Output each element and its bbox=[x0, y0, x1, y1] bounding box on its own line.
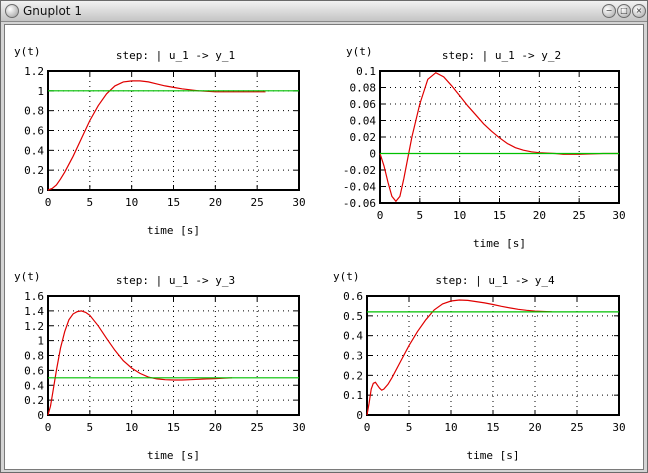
y-tick-label: 0.6 bbox=[343, 290, 363, 303]
x-tick-label: 0 bbox=[45, 196, 52, 209]
x-tick-label: 30 bbox=[292, 421, 305, 434]
x-tick-label: 20 bbox=[528, 421, 541, 434]
y-tick-label: 0.4 bbox=[343, 330, 363, 343]
y-tick-label: -0.02 bbox=[343, 164, 376, 177]
chart-title: step: | u_1 -> y_1 bbox=[116, 49, 235, 62]
chart-title: step: | u_1 -> y_4 bbox=[435, 274, 555, 287]
y-tick-label: 0.5 bbox=[343, 310, 363, 323]
window-menu-icon[interactable] bbox=[5, 4, 19, 18]
y-tick-label: -0.04 bbox=[343, 181, 376, 194]
y-tick-label: 0.6 bbox=[24, 364, 44, 377]
y-tick-label: 1.4 bbox=[24, 305, 44, 318]
y-tick-label: 0.4 bbox=[24, 144, 44, 157]
minimize-icon[interactable]: − bbox=[602, 4, 616, 18]
y-tick-label: 0.3 bbox=[343, 350, 363, 363]
x-tick-label: 0 bbox=[364, 421, 371, 434]
y-tick-label: 0.8 bbox=[24, 105, 44, 118]
chart-title: step: | u_1 -> y_2 bbox=[442, 49, 561, 62]
y-tick-label: 1.6 bbox=[24, 290, 44, 303]
x-tick-label: 0 bbox=[377, 209, 384, 222]
y-tick-label: 0.2 bbox=[24, 394, 44, 407]
y-tick-label: 0.1 bbox=[356, 65, 376, 78]
window-titlebar[interactable]: Gnuplot 1 − □ × bbox=[1, 1, 647, 22]
chart-title: step: | u_1 -> y_3 bbox=[116, 274, 235, 287]
y-tick-label: -0.06 bbox=[343, 197, 376, 210]
y-tick-label: 1 bbox=[37, 85, 44, 98]
x-tick-label: 20 bbox=[209, 196, 222, 209]
x-tick-label: 25 bbox=[251, 196, 264, 209]
response-line bbox=[366, 299, 552, 416]
x-tick-label: 10 bbox=[453, 209, 466, 222]
x-axis-label: time [s] bbox=[147, 449, 200, 462]
y-axis-label: y(t) bbox=[333, 270, 360, 283]
x-tick-label: 25 bbox=[573, 209, 586, 222]
y-tick-label: 0.04 bbox=[350, 115, 377, 128]
x-tick-label: 30 bbox=[612, 209, 625, 222]
chart-2: 0 5 10 15 20 25 30 -0.06 -0.04 -0.02 0 0.02 0.04 0.06… bbox=[343, 45, 626, 250]
y-tick-label: 0 bbox=[356, 409, 363, 422]
x-tick-label: 20 bbox=[209, 421, 222, 434]
x-tick-label: 10 bbox=[125, 421, 138, 434]
x-tick-label: 25 bbox=[570, 421, 583, 434]
y-tick-label: 0.2 bbox=[343, 369, 363, 382]
y-axis-label: y(t) bbox=[14, 270, 41, 283]
plot-canvas: 0 5 10 15 20 25 30 0 0.2 0.4 0.6 0.8 1 1.2 step: | u_1… bbox=[4, 24, 644, 470]
y-tick-label: 1.2 bbox=[24, 65, 44, 78]
x-tick-label: 5 bbox=[406, 421, 413, 434]
x-tick-label: 10 bbox=[444, 421, 457, 434]
x-tick-label: 5 bbox=[417, 209, 424, 222]
x-tick-label: 5 bbox=[87, 421, 94, 434]
x-axis-label: time [s] bbox=[147, 224, 200, 237]
y-tick-label: 0 bbox=[37, 184, 44, 197]
chart-4: 0 5 10 15 20 25 30 0 0.1 0.2 0.3 0.4 0.5 0.6 step: | u… bbox=[333, 270, 626, 462]
x-tick-label: 10 bbox=[125, 196, 138, 209]
y-tick-label: 0.08 bbox=[350, 82, 377, 95]
x-axis-label: time [s] bbox=[473, 237, 526, 250]
x-tick-label: 30 bbox=[612, 421, 625, 434]
x-tick-label: 15 bbox=[167, 196, 180, 209]
x-tick-label: 15 bbox=[486, 421, 499, 434]
maximize-icon[interactable]: □ bbox=[617, 4, 631, 18]
chart-1: 0 5 10 15 20 25 30 0 0.2 0.4 0.6 0.8 1 1.2 step: | u_1… bbox=[14, 45, 306, 237]
y-axis-label: y(t) bbox=[346, 45, 373, 58]
y-tick-label: 1.2 bbox=[24, 320, 44, 333]
y-tick-label: 1 bbox=[37, 335, 44, 348]
x-tick-label: 20 bbox=[533, 209, 546, 222]
chart-3: 0 5 10 15 20 25 30 0 0.2 0.4 0.60.8 1 1.2 1.4 1.6 step:… bbox=[14, 270, 306, 462]
y-tick-label: 0 bbox=[369, 148, 376, 161]
y-tick-label: 0.06 bbox=[350, 98, 377, 111]
y-axis-label: y(t) bbox=[14, 45, 41, 58]
x-tick-label: 15 bbox=[167, 421, 180, 434]
y-tick-label: 0 bbox=[37, 409, 44, 422]
close-icon[interactable]: × bbox=[632, 4, 646, 18]
x-tick-label: 5 bbox=[87, 196, 94, 209]
y-tick-label: 0.02 bbox=[350, 131, 377, 144]
window-title: Gnuplot 1 bbox=[23, 4, 82, 18]
response-line bbox=[47, 80, 266, 191]
y-tick-label: 0.8 bbox=[24, 350, 44, 363]
x-tick-label: 30 bbox=[292, 196, 305, 209]
x-axis-label: time [s] bbox=[467, 449, 520, 462]
response-line bbox=[47, 310, 233, 416]
y-tick-label: 0.2 bbox=[24, 164, 44, 177]
y-tick-label: 0.6 bbox=[24, 125, 44, 138]
y-tick-label: 0.1 bbox=[343, 389, 363, 402]
x-tick-label: 15 bbox=[493, 209, 506, 222]
x-tick-label: 0 bbox=[45, 421, 52, 434]
x-tick-label: 25 bbox=[251, 421, 264, 434]
y-tick-label: 0.4 bbox=[24, 379, 44, 392]
